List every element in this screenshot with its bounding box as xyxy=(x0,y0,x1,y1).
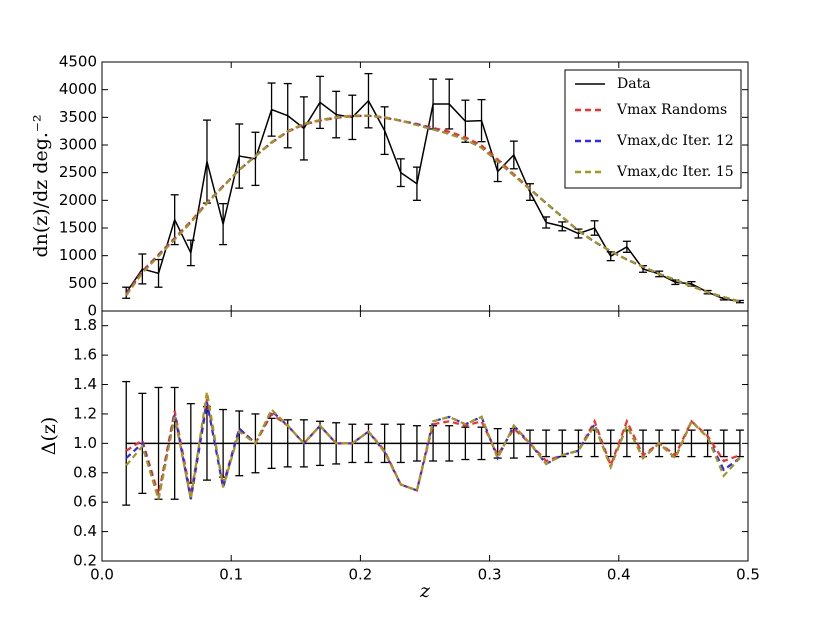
legend-label: Data xyxy=(617,76,651,92)
y-tick-label: 3500 xyxy=(59,108,97,126)
y-tick-label: 2500 xyxy=(59,163,97,181)
y-tick-label: 1500 xyxy=(59,219,97,237)
y-tick-label: 4500 xyxy=(59,53,97,71)
y-tick-label: 1.0 xyxy=(73,434,97,452)
series-line xyxy=(125,114,741,303)
y-tick-label: 1.2 xyxy=(73,404,97,422)
series-line xyxy=(125,391,741,500)
x-tick-label: 0.4 xyxy=(607,566,631,584)
y-tick-label: 0 xyxy=(87,302,97,320)
y-tick-label: 3000 xyxy=(59,136,97,154)
y-tick-label: 1.4 xyxy=(73,375,97,393)
y-tick-label: 0.6 xyxy=(73,493,97,511)
y-tick-label: 1000 xyxy=(59,246,97,264)
y-tick-label: 1.8 xyxy=(73,316,97,334)
y-tick-label: 4000 xyxy=(59,80,97,98)
y-tick-label: 500 xyxy=(68,274,97,292)
legend-label: Vmax,dc Iter. 12 xyxy=(616,133,734,149)
legend-label: Vmax Randoms xyxy=(616,102,727,118)
legend-label: Vmax,dc Iter. 15 xyxy=(616,164,734,180)
x-tick-label: 0.5 xyxy=(736,566,760,584)
y-tick-label: 2000 xyxy=(59,191,97,209)
y-axis-label: dn(z)/dz deg.⁻² xyxy=(30,114,52,257)
y-tick-label: 0.4 xyxy=(73,522,97,540)
x-axis-label: z xyxy=(419,580,431,602)
y-tick-label: 0.8 xyxy=(73,463,97,481)
x-tick-label: 0.2 xyxy=(348,566,372,584)
y-tick-label: 0.2 xyxy=(73,552,97,570)
x-tick-label: 0.0 xyxy=(90,566,114,584)
x-tick-label: 0.3 xyxy=(478,566,502,584)
y-axis-label: Δ(z) xyxy=(38,417,60,456)
series-line xyxy=(125,99,741,303)
x-tick-label: 0.1 xyxy=(219,566,243,584)
series-line xyxy=(125,399,741,496)
legend-box xyxy=(564,69,742,189)
plot-frame xyxy=(101,310,749,562)
y-tick-label: 1.6 xyxy=(73,346,97,364)
